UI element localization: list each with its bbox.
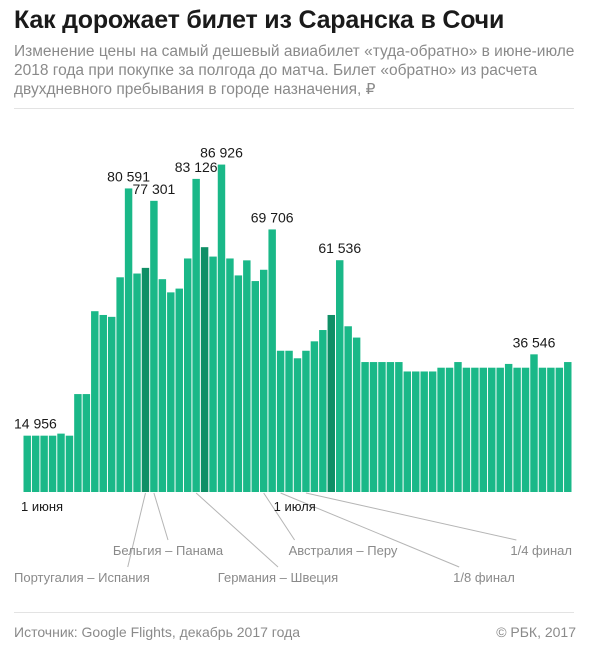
bar	[352, 337, 361, 492]
bar	[564, 362, 572, 492]
bar	[319, 330, 327, 492]
bar	[386, 362, 395, 492]
value-label: 80 591	[107, 168, 150, 184]
value-label: 77 301	[133, 181, 176, 197]
bar	[82, 394, 91, 492]
bar	[521, 367, 530, 492]
bar	[327, 314, 336, 492]
source-note: Источник: Google Flights, декабрь 2017 г…	[14, 624, 301, 640]
bars-group	[23, 164, 572, 492]
bar	[293, 358, 302, 492]
bar	[192, 178, 200, 492]
bar	[259, 269, 268, 492]
value-label: 83 126	[175, 159, 218, 175]
annotation-leader-line	[195, 492, 279, 568]
bar	[547, 367, 555, 492]
value-label: 69 706	[251, 209, 294, 225]
bar	[361, 362, 369, 492]
chart-title: Как дорожает билет из Саранска в Сочи	[14, 6, 505, 34]
annotation-leader-line	[280, 492, 460, 568]
bar	[74, 394, 82, 492]
bar	[403, 371, 412, 492]
value-label: 14 956	[14, 416, 57, 432]
bar	[496, 367, 504, 492]
annotation-label: 1/8 финал	[453, 570, 515, 585]
bar	[124, 188, 133, 492]
bar	[420, 371, 428, 492]
annotation-label: 1/4 финал	[510, 543, 572, 558]
annotation-leader-line	[153, 492, 169, 541]
bar	[158, 279, 167, 492]
bar	[538, 367, 547, 492]
annotation-leader-line	[127, 492, 146, 568]
bar	[48, 435, 57, 492]
bar	[150, 200, 158, 492]
bar	[302, 350, 310, 492]
annotation-label: Австралия – Перу	[289, 543, 398, 558]
bar	[40, 435, 48, 492]
bar	[57, 433, 65, 492]
bar	[310, 341, 319, 492]
bar	[243, 260, 251, 492]
bar	[133, 273, 141, 492]
bar	[175, 288, 183, 492]
bar	[226, 258, 234, 492]
bar	[116, 277, 124, 492]
bottom-divider	[14, 612, 574, 613]
date-labels-group: 1 июня 1 июля	[21, 499, 316, 514]
date-label: 1 июля	[274, 499, 316, 514]
bar	[268, 229, 276, 492]
bar	[99, 314, 107, 492]
bar	[445, 367, 454, 492]
annotation-leader-line	[263, 492, 295, 541]
bar	[183, 258, 192, 492]
bar	[471, 367, 479, 492]
bar	[378, 362, 386, 492]
value-label: 36 546	[513, 334, 556, 350]
annotation-label: Португалия – Испания	[14, 570, 150, 585]
value-label: 61 536	[318, 240, 361, 256]
bar	[234, 275, 243, 492]
bar	[167, 292, 175, 492]
value-label: 86 926	[200, 145, 243, 161]
bar	[276, 350, 285, 492]
bar	[217, 164, 226, 492]
bar	[412, 371, 420, 492]
bar	[488, 367, 496, 492]
copyright-note: © РБК, 2017	[496, 624, 576, 640]
annotations-group: Португалия – Испания Бельгия – Панама Герм…	[14, 543, 572, 585]
top-divider	[14, 108, 574, 109]
bar	[23, 435, 31, 492]
bar	[530, 354, 538, 492]
bar	[369, 362, 378, 492]
bar	[141, 267, 150, 492]
annotation-leaders-group	[127, 492, 517, 568]
bar	[65, 435, 74, 492]
bar	[107, 316, 116, 492]
annotation-leader-line	[305, 492, 517, 541]
bar	[209, 256, 217, 492]
chart-subtitle: Изменение цены на самый дешевый авиабиле…	[14, 43, 575, 98]
bar	[462, 367, 471, 492]
annotation-label: Германия – Швеция	[218, 570, 338, 585]
bar	[31, 435, 40, 492]
annotation-label: Бельгия – Панама	[113, 543, 224, 558]
date-label: 1 июня	[21, 499, 63, 514]
bar	[513, 367, 521, 492]
bar	[336, 260, 344, 492]
bar	[437, 367, 445, 492]
bar	[344, 326, 352, 492]
bar	[504, 363, 513, 492]
bar	[200, 247, 209, 492]
bar	[285, 350, 293, 492]
bar	[479, 367, 488, 492]
bar	[395, 362, 403, 492]
bar	[251, 281, 259, 492]
bar	[555, 367, 564, 492]
bar	[428, 371, 437, 492]
bar	[454, 362, 462, 492]
bar	[91, 311, 99, 492]
